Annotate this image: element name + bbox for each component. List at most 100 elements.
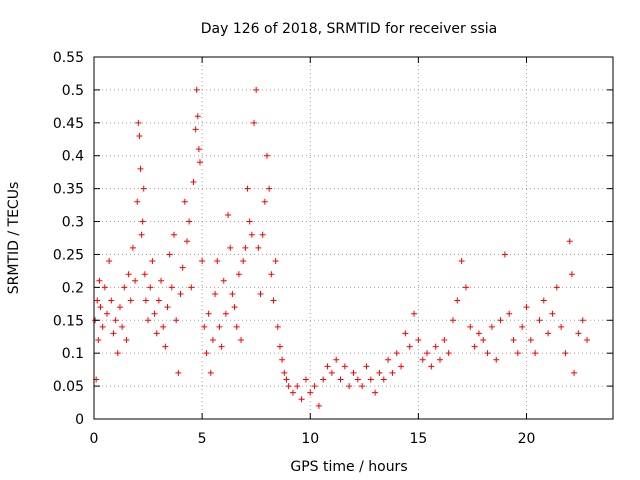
data-point [333, 356, 340, 363]
data-point [354, 376, 361, 383]
y-tick-label: 0.35 [53, 182, 84, 198]
data-point [94, 297, 101, 304]
data-point [255, 244, 262, 251]
data-point [367, 376, 374, 383]
data-point [160, 323, 167, 330]
data-point [242, 244, 249, 251]
data-point [320, 376, 327, 383]
data-point [125, 271, 132, 278]
data-point [95, 337, 102, 344]
data-point [398, 363, 405, 370]
data-point [359, 383, 366, 390]
data-point [166, 251, 173, 258]
grid [94, 57, 613, 419]
data-point [119, 323, 126, 330]
data-point [393, 350, 400, 357]
data-point [121, 284, 128, 291]
data-point [402, 330, 409, 337]
data-point [195, 146, 202, 153]
data-point [545, 330, 552, 337]
data-point [380, 376, 387, 383]
data-point [253, 86, 260, 93]
data-point [270, 297, 277, 304]
data-point [441, 337, 448, 344]
data-point [138, 231, 145, 238]
data-point [188, 284, 195, 291]
data-point [536, 317, 543, 324]
data-point [406, 343, 413, 350]
data-point [432, 343, 439, 350]
data-point [199, 258, 206, 265]
data-point [471, 343, 478, 350]
data-point [566, 238, 573, 245]
data-point [137, 165, 144, 172]
data-point [514, 350, 521, 357]
data-point [445, 350, 452, 357]
data-point [276, 343, 283, 350]
data-point [203, 350, 210, 357]
data-point [145, 317, 152, 324]
data-point [136, 132, 143, 139]
data-point [428, 363, 435, 370]
data-point [220, 277, 227, 284]
data-point [302, 376, 309, 383]
data-point [311, 383, 318, 390]
data-point [462, 284, 469, 291]
data-point [341, 363, 348, 370]
data-point [235, 271, 242, 278]
data-point [527, 337, 534, 344]
data-point [562, 350, 569, 357]
data-point [201, 323, 208, 330]
data-point [540, 297, 547, 304]
data-point [207, 369, 214, 376]
x-tick-label: 5 [198, 431, 207, 447]
data-point [151, 310, 158, 317]
data-point [135, 119, 142, 126]
data-point [568, 271, 575, 278]
data-point [437, 356, 443, 363]
data-point [261, 198, 268, 205]
data-point [372, 389, 379, 396]
data-point [315, 402, 322, 409]
data-point [110, 330, 117, 337]
y-tick-label: 0.4 [62, 149, 84, 165]
data-point [123, 337, 130, 344]
data-point [248, 231, 255, 238]
data-point [493, 356, 500, 363]
data-point [558, 323, 565, 330]
data-point [480, 337, 487, 344]
data-point [532, 350, 539, 357]
data-point [218, 343, 225, 350]
data-point [257, 290, 264, 297]
data-point [212, 290, 219, 297]
data-point [127, 297, 134, 304]
data-point [147, 284, 154, 291]
data-point [209, 337, 216, 344]
y-tick-label: 0 [75, 412, 84, 428]
data-point [274, 323, 281, 330]
data-point [173, 317, 180, 324]
data-point [225, 211, 232, 218]
x-tick-label: 20 [518, 431, 536, 447]
data-point [488, 323, 495, 330]
data-point [281, 369, 288, 376]
data-point [222, 310, 229, 317]
data-point [337, 376, 344, 383]
data-point [454, 297, 461, 304]
data-point [132, 277, 139, 284]
y-tick-label: 0.45 [53, 116, 84, 132]
data-point [114, 350, 121, 357]
data-point [205, 310, 212, 317]
data-point [227, 244, 234, 251]
y-tick-label: 0.05 [53, 379, 84, 395]
data-point [523, 304, 530, 311]
data-point [268, 271, 275, 278]
data-point [194, 113, 201, 120]
y-tick-label: 0.3 [62, 215, 84, 231]
data-point [279, 356, 286, 363]
data-point [251, 119, 258, 126]
data-point [385, 356, 392, 363]
data-point [140, 185, 147, 192]
data-point [458, 258, 465, 265]
data-point [112, 317, 119, 324]
